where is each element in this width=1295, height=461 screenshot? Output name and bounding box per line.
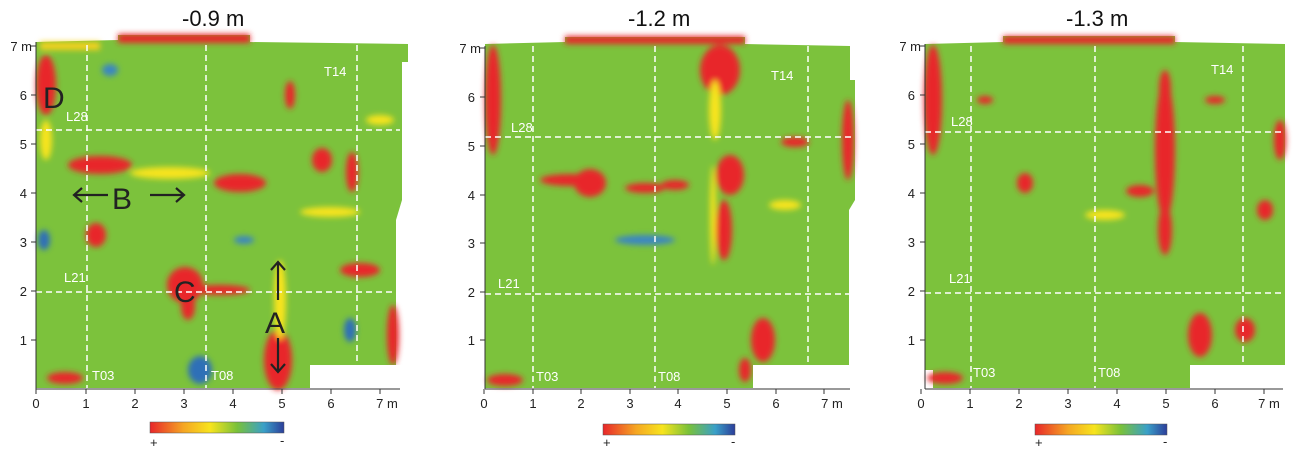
y-tick-label: 1 <box>908 333 915 348</box>
y-tick-label: 5 <box>20 137 27 152</box>
map-field <box>36 35 408 388</box>
y-tick-label: 7 m <box>899 39 921 54</box>
y-tick-label: 7 m <box>10 39 32 54</box>
line-label-t08: T08 <box>1098 365 1120 380</box>
color-scale-bar <box>1034 423 1168 436</box>
axes <box>920 44 1283 394</box>
x-tick-label: 6 <box>772 396 779 411</box>
map-panel-depth-1-3: -1.3 m <box>885 0 1295 461</box>
y-tick-label: 2 <box>908 284 915 299</box>
panel-title: -0.9 m <box>182 6 245 31</box>
x-tick-label: 7 m <box>821 396 843 411</box>
line-label-t08: T08 <box>658 369 680 384</box>
y-tick-label: 3 <box>908 235 915 250</box>
annotation-arrows <box>72 187 286 374</box>
annotation-a: A <box>265 307 285 340</box>
line-label-l28: L28 <box>951 114 973 129</box>
y-tick-label: 3 <box>20 235 27 250</box>
x-tick-label: 5 <box>1162 396 1169 411</box>
x-tick-label: 7 m <box>1258 396 1280 411</box>
x-tick-label: 5 <box>723 396 730 411</box>
x-tick-label: 4 <box>1113 396 1120 411</box>
y-tick-label: 3 <box>468 236 475 251</box>
y-tick-label: 7 m <box>459 41 481 56</box>
line-label-t03: T03 <box>536 369 558 384</box>
map-panel-depth-1-2: -1.2 m <box>445 0 875 461</box>
gpr-slice-map: 0 1 2 3 4 5 6 7 m 1 2 3 4 5 6 7 m L28 L2… <box>899 36 1286 450</box>
color-scale-minus: - <box>731 434 735 449</box>
line-label-l28: L28 <box>511 120 533 135</box>
y-tick-label: 4 <box>20 186 27 201</box>
x-tick-label: 6 <box>327 396 334 411</box>
annotation-d: D <box>43 82 65 115</box>
x-tick-label: 0 <box>480 396 487 411</box>
line-label-t14: T14 <box>324 64 346 79</box>
color-scale-minus: - <box>280 433 284 448</box>
y-tick-label: 1 <box>20 333 27 348</box>
y-tick-label: 1 <box>468 333 475 348</box>
x-tick-label: 6 <box>1211 396 1218 411</box>
line-label-t14: T14 <box>771 68 793 83</box>
panel-title: -1.3 m <box>1066 6 1129 31</box>
x-tick-label: 1 <box>529 396 536 411</box>
x-tick-label: 0 <box>32 396 39 411</box>
color-scale-plus: + <box>603 435 611 450</box>
anomalies <box>36 34 399 390</box>
x-tick-label: 3 <box>1064 396 1071 411</box>
x-tick-label: 0 <box>917 396 924 411</box>
gpr-slice-map: 0 1 2 3 4 5 6 7 m 1 2 3 4 5 6 7 m L28 L2… <box>459 36 855 450</box>
x-tick-label: 4 <box>674 396 681 411</box>
x-tick-label: 3 <box>626 396 633 411</box>
panel-title: -1.2 m <box>628 6 691 31</box>
map-panel-depth-0-9: -0.9 m <box>0 0 430 461</box>
y-tick-label: 6 <box>20 88 27 103</box>
line-label-t14: T14 <box>1211 62 1233 77</box>
map-field <box>485 37 855 388</box>
y-tick-label: 4 <box>908 186 915 201</box>
gpr-slice-map: 0 1 2 3 4 5 6 7 m 1 2 3 4 5 6 7 m L28 L2… <box>10 34 408 450</box>
x-tick-label: 2 <box>1015 396 1022 411</box>
y-tick-label: 5 <box>468 139 475 154</box>
x-tick-label: 1 <box>966 396 973 411</box>
y-tick-label: 5 <box>908 137 915 152</box>
x-tick-label: 2 <box>577 396 584 411</box>
x-tick-label: 3 <box>180 396 187 411</box>
survey-grid-lines <box>925 46 1283 388</box>
x-tick-label: 4 <box>229 396 236 411</box>
x-tick-label: 5 <box>278 396 285 411</box>
color-scale-minus: - <box>1163 434 1167 449</box>
x-tick-label: 1 <box>82 396 89 411</box>
y-tick-label: 2 <box>468 285 475 300</box>
annotation-c: C <box>174 276 196 309</box>
y-tick-label: 2 <box>20 284 27 299</box>
color-scale-plus: + <box>150 435 158 450</box>
x-tick-label: 2 <box>131 396 138 411</box>
line-label-l21: L21 <box>949 271 971 286</box>
axes <box>31 42 400 394</box>
y-tick-label: 6 <box>468 90 475 105</box>
anomalies <box>924 36 1286 384</box>
color-scale-bar <box>149 421 285 434</box>
y-tick-label: 4 <box>468 188 475 203</box>
line-label-l28: L28 <box>66 109 88 124</box>
color-scale-plus: + <box>1035 435 1043 450</box>
line-label-l21: L21 <box>64 270 86 285</box>
line-label-t08: T08 <box>211 368 233 383</box>
x-tick-label: 7 m <box>376 396 398 411</box>
axes <box>480 46 850 394</box>
line-label-l21: L21 <box>498 276 520 291</box>
survey-grid-lines <box>36 45 400 388</box>
annotation-b: B <box>112 183 132 216</box>
y-tick-label: 6 <box>908 88 915 103</box>
survey-grid-lines <box>485 46 851 388</box>
line-label-t03: T03 <box>973 365 995 380</box>
color-scale-bar <box>602 423 736 436</box>
line-label-t03: T03 <box>92 368 114 383</box>
